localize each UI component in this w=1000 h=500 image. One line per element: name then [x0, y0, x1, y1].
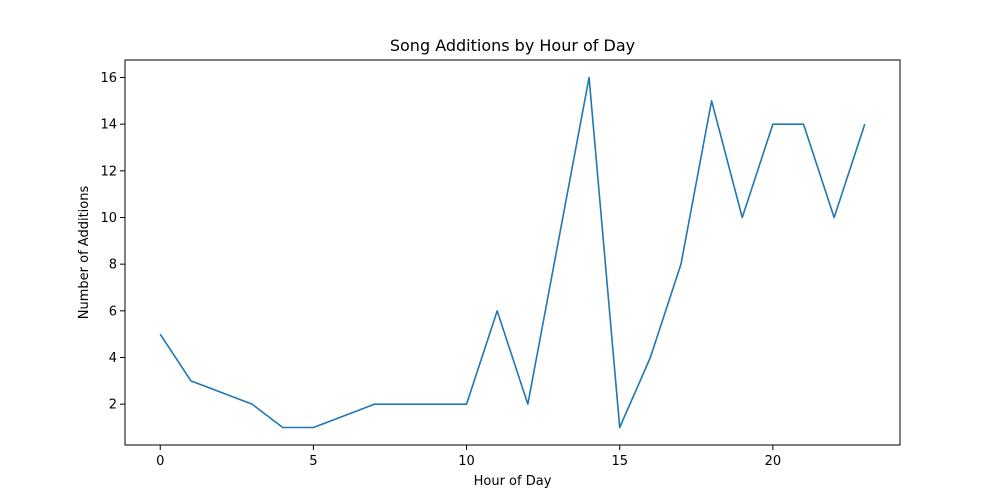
y-tick-label: 12	[100, 164, 117, 179]
y-tick-label: 8	[109, 258, 117, 273]
x-tick-label: 10	[458, 454, 475, 469]
x-tick-label: 5	[309, 454, 317, 469]
x-tick-label: 15	[611, 454, 628, 469]
x-tick-label: 0	[156, 454, 164, 469]
series-line	[159, 76, 866, 429]
y-tick-label: 6	[109, 304, 117, 319]
y-tick-label: 2	[109, 398, 117, 413]
x-tick-label: 20	[765, 454, 782, 469]
x-axis-label: Hour of Day	[474, 474, 552, 489]
y-tick-label: 14	[100, 118, 117, 133]
chart-title: Song Additions by Hour of Day	[390, 36, 635, 55]
y-axis-label: Number of Additions	[77, 186, 92, 320]
y-tick-label: 16	[100, 71, 117, 86]
y-tick-label: 10	[100, 211, 117, 226]
plot-frame	[124, 59, 901, 446]
plot-area: 0 5 10 15 20 2 4 6 8 10 12 14 16	[100, 59, 901, 469]
y-tick-label: 4	[109, 351, 117, 366]
